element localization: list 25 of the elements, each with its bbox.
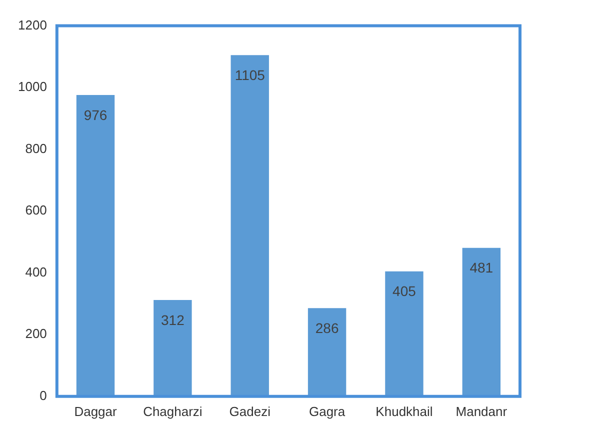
data-label: 405: [392, 283, 416, 300]
x-tick-label: Mandanr: [456, 404, 508, 419]
data-label: 1105: [234, 67, 266, 83]
x-tick-label: Gadezi: [229, 404, 271, 419]
y-tick-label: 1000: [18, 79, 47, 94]
bar: [385, 271, 424, 396]
x-tick-label: Daggar: [74, 404, 118, 419]
bar: [154, 300, 192, 396]
data-label: 286: [315, 320, 339, 336]
bar: [462, 248, 501, 396]
y-tick-label: 1200: [18, 17, 47, 32]
y-tick-label: 600: [25, 202, 47, 218]
x-tick-label: Khudkhail: [376, 404, 433, 419]
y-tick-label: 0: [40, 388, 47, 403]
y-tick-label: 400: [25, 264, 47, 280]
bar: [308, 308, 346, 396]
y-tick-label: 200: [25, 326, 47, 342]
data-label: 481: [470, 260, 494, 276]
data-label: 312: [161, 312, 185, 328]
data-label: 976: [84, 106, 108, 123]
bar: [76, 94, 115, 396]
bar: [230, 55, 269, 396]
x-tick-label: Chagharzi: [143, 404, 202, 419]
y-tick-label: 800: [25, 140, 47, 156]
x-tick-label: Gagra: [308, 404, 346, 419]
